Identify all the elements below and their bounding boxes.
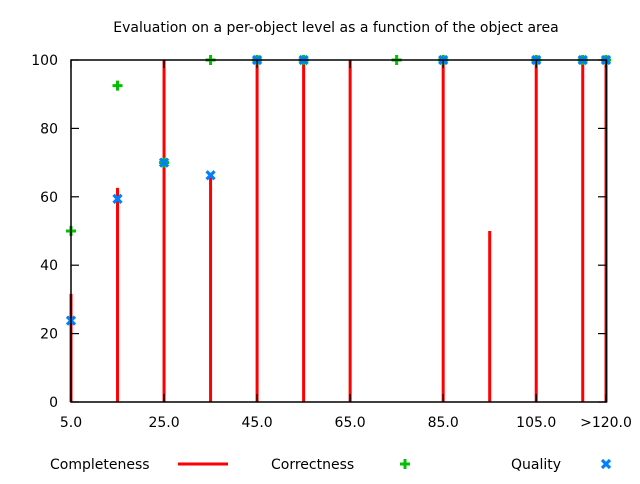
quality-point: [112, 193, 123, 204]
y-tick-label: 60: [40, 190, 58, 206]
x-tick-label: 45.0: [242, 415, 273, 431]
plot-border: [70, 59, 608, 403]
chart-title: Evaluation on a per-object level as a fu…: [113, 20, 558, 36]
legend-swatch-correctness: [400, 459, 410, 469]
y-tick-label: 40: [40, 258, 58, 274]
quality-point: [158, 157, 170, 168]
legend-label-completeness: Completeness: [50, 457, 150, 473]
y-tick-label: 80: [40, 121, 58, 137]
y-tick-label: 20: [40, 327, 58, 343]
plus-marker-icon: [400, 459, 410, 469]
x-tick-label: >120.0: [580, 415, 632, 431]
quality-point: [205, 170, 216, 181]
x-tick-label: 65.0: [335, 415, 366, 431]
x-tick-label: 105.0: [516, 415, 556, 431]
x-tick-label: 85.0: [428, 415, 459, 431]
x-tick-label: 25.0: [148, 415, 179, 431]
x-tick-label: 5.0: [60, 415, 82, 431]
legend-swatch-quality: [600, 458, 612, 470]
y-tick-label: 0: [49, 395, 58, 411]
legend-label-correctness: Correctness: [271, 457, 354, 473]
y-tick-label: 100: [31, 53, 58, 69]
legend: Completeness Correctness Quality: [50, 457, 612, 473]
correctness-point: [112, 80, 123, 91]
cross-marker-icon: [600, 458, 612, 470]
legend-label-quality: Quality: [511, 457, 561, 473]
